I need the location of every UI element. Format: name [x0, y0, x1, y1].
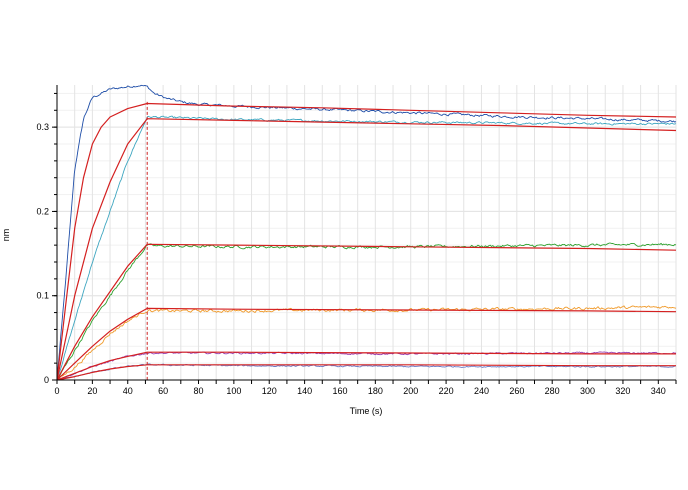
y-axis-title: nm	[1, 229, 11, 242]
measured-curve-0	[56, 84, 677, 381]
x-axis-title: Time (s)	[350, 406, 383, 416]
x-tick-label: 160	[332, 386, 347, 396]
series-layer	[56, 84, 677, 381]
measured-curve-5	[56, 363, 677, 381]
axes	[56, 85, 676, 381]
minor-grid	[57, 92, 676, 381]
x-tick-label: 280	[545, 386, 560, 396]
x-tick-label: 320	[615, 386, 630, 396]
x-tick-label: 220	[439, 386, 454, 396]
x-tick-label: 0	[54, 386, 59, 396]
x-tick-label: 120	[262, 386, 277, 396]
major-grid	[57, 85, 677, 380]
fit-curve-8	[56, 243, 677, 381]
x-tick-label: 340	[651, 386, 666, 396]
y-tick-label: 0.2	[36, 206, 49, 216]
x-tick-label: 200	[403, 386, 418, 396]
y-tick-label: 0	[44, 375, 49, 385]
fit-curve-9	[56, 307, 677, 381]
x-tick-label: 240	[474, 386, 489, 396]
fit-curve-11	[56, 364, 676, 381]
tick-layer: 0 20 40 60 80 100 120 140 160 180 200 220 240 260 280 3…	[36, 92, 677, 396]
x-tick-label: 20	[87, 386, 97, 396]
measured-curve-1	[56, 115, 677, 381]
measured-curve-3	[56, 305, 677, 381]
x-tick-label: 140	[297, 386, 312, 396]
x-tick-label: 100	[226, 386, 241, 396]
x-tick-label: 40	[123, 386, 133, 396]
x-tick-label: 300	[580, 386, 595, 396]
x-tick-label: 180	[368, 386, 383, 396]
measured-curve-2	[56, 242, 677, 381]
x-tick-label: 260	[509, 386, 524, 396]
fit-curve-6	[56, 102, 677, 381]
fit-curve-7	[56, 118, 677, 381]
y-tick-label: 0.3	[36, 122, 49, 132]
x-tick-label: 60	[158, 386, 168, 396]
fit-curve-10	[56, 351, 676, 381]
y-tick-label: 0.1	[36, 291, 49, 301]
x-tick-label: 80	[193, 386, 203, 396]
